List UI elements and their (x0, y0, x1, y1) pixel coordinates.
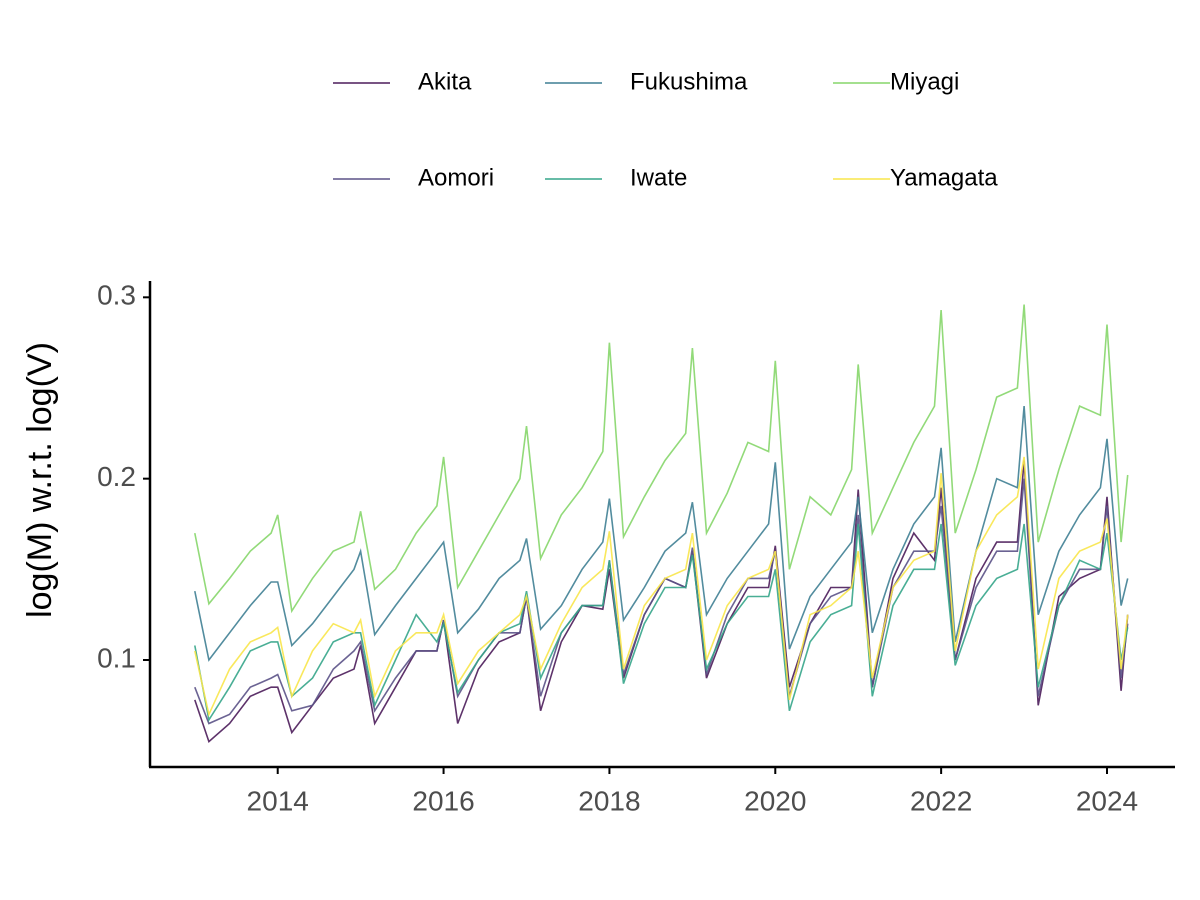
x-tick-label: 2024 (1076, 785, 1138, 816)
series-line (194, 523, 1129, 723)
x-tick-label: 2016 (412, 785, 474, 816)
x-tick-label: 2022 (910, 785, 972, 816)
series-line (194, 460, 1129, 743)
legend-label: Iwate (630, 164, 687, 191)
y-axis-label: log(M) w.r.t. log(V) (21, 342, 59, 618)
x-tick-label: 2014 (247, 785, 309, 816)
y-tick-label: 0.1 (97, 642, 136, 673)
legend-label: Fukushima (630, 68, 748, 95)
y-tick-label: 0.2 (97, 461, 136, 492)
legend-label: Yamagata (890, 164, 998, 191)
x-tick-label: 2018 (578, 785, 640, 816)
legend-label: Miyagi (890, 68, 959, 95)
y-tick-label: 0.3 (97, 280, 136, 311)
legend-label: Akita (418, 68, 472, 95)
series-line (194, 456, 1129, 717)
series-line (194, 304, 1129, 614)
legend-label: Aomori (418, 164, 494, 191)
x-tick-label: 2020 (744, 785, 806, 816)
series-line (194, 478, 1129, 725)
series-line (194, 406, 1129, 662)
